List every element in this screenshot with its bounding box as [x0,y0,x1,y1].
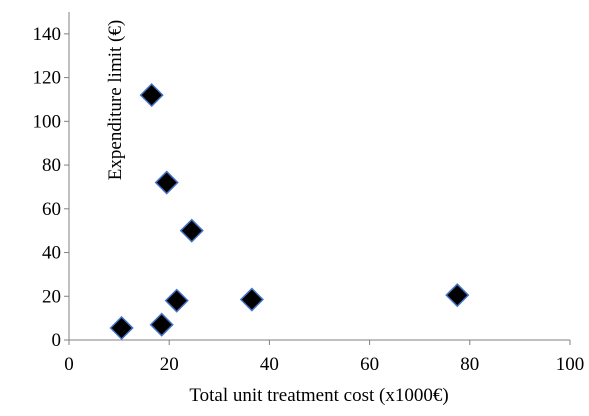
x-tick-label: 0 [64,354,74,375]
data-point [179,218,204,243]
data-point [445,283,470,308]
x-tick-label: 20 [160,354,179,375]
data-point [164,288,189,313]
y-tick-label: 120 [33,68,62,89]
data-point [239,287,264,312]
x-tick-label: 60 [360,354,379,375]
y-tick-label: 40 [42,243,61,264]
y-tick-label: 80 [42,155,61,176]
y-tick-label: 100 [33,111,62,132]
data-point [139,83,164,108]
data-point [154,170,179,195]
y-axis-ticks: 0 20 40 60 80 100 120 140 [33,24,69,351]
x-tick-label: 80 [460,354,479,375]
y-tick-label: 140 [33,24,62,45]
y-tick-label: 20 [42,286,61,307]
y-tick-label: 60 [42,199,61,220]
x-tick-label: 40 [260,354,279,375]
y-tick-label: 0 [52,330,62,351]
data-point [109,315,134,341]
y-axis-title: Expenditure limit (€) [105,20,126,180]
x-axis-ticks: 0 20 40 60 80 100 [64,340,584,375]
x-tick-label: 100 [556,354,585,375]
x-axis-title: Total unit treatment cost (x1000€) [189,385,448,406]
data-points [109,83,470,341]
data-point [149,312,174,337]
